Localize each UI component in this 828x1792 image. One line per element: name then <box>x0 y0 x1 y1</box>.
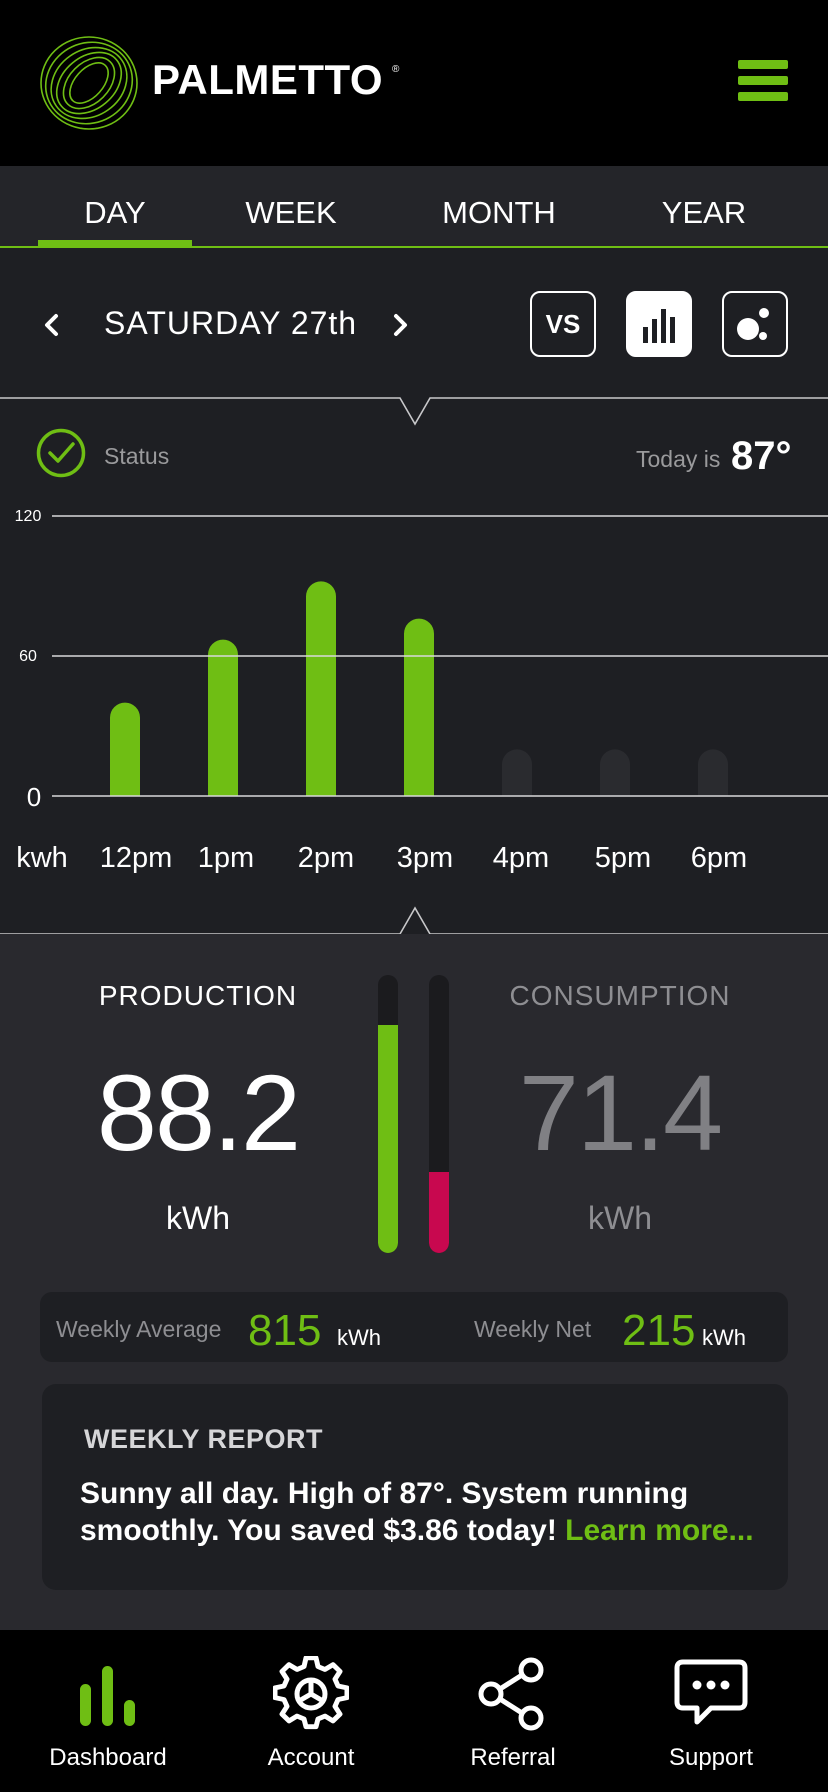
weekly-report-text: Sunny all day. High of 87°. System runni… <box>80 1477 689 1547</box>
nav-label: Referral <box>470 1744 556 1771</box>
consumption-title: CONSUMPTION <box>509 980 731 1011</box>
tab-year[interactable]: YEAR <box>661 195 747 230</box>
period-tabs: DAY WEEK MONTH YEAR <box>0 166 828 248</box>
weekly-net-value: 215 <box>622 1306 696 1355</box>
production-level-fill <box>378 1025 398 1253</box>
weekly-stats-bar <box>40 1292 788 1362</box>
bubble-view-button[interactable] <box>722 291 788 357</box>
tab-week[interactable]: WEEK <box>245 195 337 230</box>
vs-compare-button[interactable]: VS <box>530 291 596 357</box>
check-circle-icon <box>36 428 86 478</box>
nav-label: Account <box>267 1744 355 1771</box>
tab-month[interactable]: MONTH <box>442 195 556 230</box>
chevron-right-icon[interactable] <box>380 305 420 345</box>
chart-panel <box>0 248 828 934</box>
nav-label: Dashboard <box>49 1744 167 1771</box>
weekly-report-title: WEEKLY REPORT <box>84 1424 324 1454</box>
registered-mark: ® <box>392 64 400 75</box>
consumption-level-bar <box>429 975 449 1253</box>
weekly-report-card <box>42 1384 788 1590</box>
tab-day[interactable]: DAY <box>38 166 192 248</box>
learn-more-link[interactable]: Learn more... <box>565 1514 754 1547</box>
status-label: Status <box>104 443 170 469</box>
chart-bar <box>306 581 336 796</box>
chart-unit-label: kwh <box>16 842 68 874</box>
x-tick-label: 2pm <box>297 842 355 874</box>
selected-day-label: SATURDAY 27th <box>104 305 358 341</box>
share-icon <box>478 1657 544 1731</box>
chart-bar <box>698 749 728 796</box>
chat-bubble-icon <box>674 1659 748 1725</box>
bar-chart-icon <box>643 309 675 343</box>
chevron-left-icon[interactable] <box>32 305 72 345</box>
chart-bar <box>110 702 140 796</box>
production-value: 88.2 <box>96 1052 301 1173</box>
palmetto-logo-icon <box>38 32 140 134</box>
production-bar-chart: 0 60 120 <box>15 508 828 810</box>
consumption-value: 71.4 <box>518 1052 723 1173</box>
consumption-level-fill <box>429 1172 449 1253</box>
y-tick-label: 60 <box>19 648 37 665</box>
weekly-net-unit: kWh <box>702 1325 746 1350</box>
bottom-navigation <box>0 1630 828 1792</box>
chart-bar <box>404 618 434 796</box>
production-unit: kWh <box>166 1200 230 1236</box>
bubble-view-icon <box>737 308 769 340</box>
weekly-net-label: Weekly Net <box>474 1316 592 1342</box>
x-tick-label: 4pm <box>492 842 550 874</box>
weekly-average-unit: kWh <box>337 1325 381 1350</box>
chart-bar <box>208 639 238 796</box>
x-tick-label: 6pm <box>690 842 748 874</box>
weekly-average-label: Weekly Average <box>56 1316 222 1342</box>
x-tick-label: 3pm <box>396 842 454 874</box>
x-tick-label: 5pm <box>594 842 652 874</box>
panel-divider-top <box>0 397 828 426</box>
production-level-bar <box>378 975 398 1253</box>
nav-support[interactable]: Support <box>626 1648 796 1778</box>
production-title: PRODUCTION <box>98 980 298 1011</box>
y-tick-label: 120 <box>15 508 42 525</box>
bar-chart-view-button[interactable] <box>626 291 692 357</box>
chart-bar <box>600 749 630 796</box>
gear-icon <box>273 1656 349 1730</box>
weekly-report-body: Sunny all day. High of 87°. System runni… <box>80 1475 770 1549</box>
y-tick-label: 0 <box>27 782 41 810</box>
weekly-average-value: 815 <box>248 1306 322 1355</box>
today-label: Today is <box>636 446 721 472</box>
x-tick-label: 12pm <box>99 842 173 874</box>
hamburger-menu-icon[interactable] <box>738 60 788 104</box>
x-tick-label: 1pm <box>197 842 255 874</box>
nav-label: Support <box>668 1744 754 1771</box>
dashboard-bars-icon <box>80 1666 135 1726</box>
brand-name: PALMETTO <box>152 56 384 103</box>
chart-bar <box>502 749 532 796</box>
app-header <box>0 0 828 166</box>
temperature-value: 87° <box>731 434 792 478</box>
vs-label: VS <box>545 308 581 339</box>
nav-account[interactable]: Account <box>226 1648 396 1778</box>
nav-referral[interactable]: Referral <box>428 1648 598 1778</box>
consumption-unit: kWh <box>588 1200 652 1236</box>
nav-dashboard[interactable]: Dashboard <box>23 1648 193 1778</box>
